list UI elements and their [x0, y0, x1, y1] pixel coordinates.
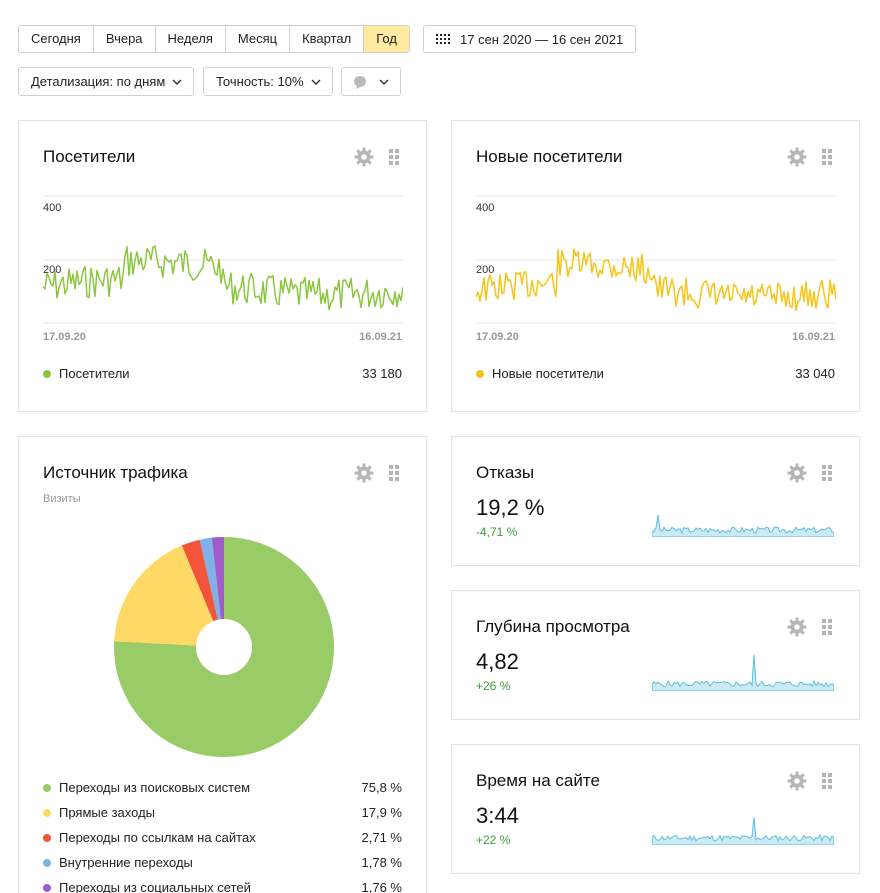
- time-sparkline: [652, 816, 834, 845]
- drag-handle-icon[interactable]: [817, 147, 837, 167]
- legend-dot: [43, 858, 51, 867]
- traffic-legend-row: Переходы из социальных сетей 1,76 %: [43, 880, 402, 893]
- donut-slice[interactable]: [114, 545, 224, 647]
- depth-card: Глубина просмотра 4,82 +26 %: [451, 590, 860, 720]
- chevron-down-icon: [172, 79, 182, 85]
- gear-icon[interactable]: [787, 463, 807, 483]
- depth-title: Глубина просмотра: [476, 617, 630, 636]
- traffic-legend-row: Переходы по ссылкам на сайтах 2,71 %: [43, 830, 402, 845]
- legend-dot: [43, 808, 51, 817]
- legend-label: Переходы по ссылкам на сайтах: [59, 830, 256, 845]
- bounce-sparkline: [652, 514, 834, 537]
- period-today-button[interactable]: Сегодня: [19, 26, 94, 52]
- legend-dot: [43, 369, 51, 378]
- y-tick-400: 400: [476, 202, 495, 214]
- chevron-down-icon: [379, 79, 389, 85]
- bounce-title: Отказы: [476, 463, 535, 482]
- legend-label: Новые посетители: [492, 366, 604, 381]
- traffic-legend-row: Внутренние переходы 1,78 %: [43, 855, 402, 870]
- y-tick-400: 400: [43, 202, 62, 214]
- comment-icon: [354, 75, 366, 89]
- legend-label: Переходы из поисковых систем: [59, 780, 251, 795]
- new-visitors-title: Новые посетители: [476, 147, 623, 166]
- traffic-source-card: Источник трафика Визиты Переходы из поис…: [18, 436, 427, 893]
- depth-sparkline: [652, 654, 834, 691]
- y-tick-200: 200: [476, 264, 495, 276]
- period-quarter-button[interactable]: Квартал: [290, 26, 365, 52]
- traffic-legend-row: Переходы из поисковых систем 75,8 %: [43, 780, 402, 795]
- bounce-delta: -4,71 %: [476, 525, 518, 539]
- visitors-line-chart: [43, 195, 403, 324]
- date-range-button[interactable]: 17 сен 2020 — 16 сен 2021: [423, 25, 637, 53]
- detail-dropdown-label: Детализация: по дням: [31, 74, 166, 89]
- gear-icon[interactable]: [787, 617, 807, 637]
- period-yesterday-button[interactable]: Вчера: [93, 26, 156, 52]
- legend-dot: [43, 833, 51, 842]
- legend-value: 1,78 %: [361, 855, 402, 870]
- legend-dot: [43, 883, 51, 892]
- visitors-legend: Посетители 33 180: [43, 366, 402, 381]
- donut-slice[interactable]: [181, 539, 224, 647]
- bounce-value: 19,2 %: [476, 495, 545, 520]
- visitors-title: Посетители: [43, 147, 136, 166]
- depth-value: 4,82: [476, 649, 519, 674]
- gear-icon[interactable]: [354, 147, 374, 167]
- legend-value: 1,76 %: [361, 880, 402, 893]
- legend-label: Внутренние переходы: [59, 855, 193, 870]
- calendar-icon: [436, 34, 450, 44]
- gear-icon[interactable]: [787, 771, 807, 791]
- drag-handle-icon[interactable]: [384, 147, 404, 167]
- legend-label: Переходы из социальных сетей: [59, 880, 251, 893]
- period-year-button[interactable]: Год: [364, 26, 409, 52]
- legend-value: 75,8 %: [361, 780, 402, 795]
- legend-dot: [476, 369, 484, 378]
- time-card: Время на сайте 3:44 +22 %: [451, 744, 860, 874]
- traffic-donut-chart: [114, 537, 334, 757]
- gear-icon[interactable]: [354, 463, 374, 483]
- legend-label: Прямые заходы: [59, 805, 156, 820]
- chevron-down-icon: [311, 79, 321, 85]
- legend-value: 2,71 %: [361, 830, 402, 845]
- legend-value: 17,9 %: [361, 805, 402, 820]
- period-week-button[interactable]: Неделя: [155, 26, 226, 52]
- legend-label: Посетители: [59, 366, 130, 381]
- new-visitors-line-chart: [476, 195, 836, 324]
- date-range-label: 17 сен 2020 — 16 сен 2021: [460, 31, 624, 47]
- traffic-legend-row: Прямые заходы 17,9 %: [43, 805, 402, 820]
- time-delta: +22 %: [476, 833, 511, 847]
- legend-value: 33 180: [362, 366, 402, 381]
- drag-handle-icon[interactable]: [817, 617, 837, 637]
- drag-handle-icon[interactable]: [817, 771, 837, 791]
- x-start-label: 17.09.20: [43, 331, 86, 343]
- x-end-label: 16.09.21: [359, 331, 402, 343]
- drag-handle-icon[interactable]: [817, 463, 837, 483]
- accuracy-dropdown-label: Точность: 10%: [216, 74, 304, 89]
- drag-handle-icon[interactable]: [384, 463, 404, 483]
- visitors-card: Посетители 400 200 17.09.20 16.09.21 Пос…: [18, 120, 427, 412]
- notes-dropdown[interactable]: [341, 67, 401, 96]
- depth-delta: +26 %: [476, 679, 511, 693]
- x-start-label: 17.09.20: [476, 331, 519, 343]
- traffic-title: Источник трафика: [43, 463, 188, 482]
- new-visitors-card: Новые посетители 400 200 17.09.20 16.09.…: [451, 120, 860, 412]
- x-end-label: 16.09.21: [792, 331, 835, 343]
- detail-dropdown[interactable]: Детализация: по дням: [18, 67, 195, 96]
- period-selector: Сегодня Вчера Неделя Месяц Квартал Год: [18, 25, 410, 53]
- bounce-card: Отказы 19,2 % -4,71 %: [451, 436, 860, 566]
- gear-icon[interactable]: [787, 147, 807, 167]
- time-value: 3:44: [476, 803, 519, 828]
- accuracy-dropdown[interactable]: Точность: 10%: [203, 67, 333, 96]
- legend-dot: [43, 783, 51, 792]
- traffic-subtitle: Визиты: [43, 493, 81, 505]
- new-visitors-legend: Новые посетители 33 040: [476, 366, 835, 381]
- time-title: Время на сайте: [476, 771, 600, 790]
- legend-value: 33 040: [795, 366, 835, 381]
- period-month-button[interactable]: Месяц: [225, 26, 291, 52]
